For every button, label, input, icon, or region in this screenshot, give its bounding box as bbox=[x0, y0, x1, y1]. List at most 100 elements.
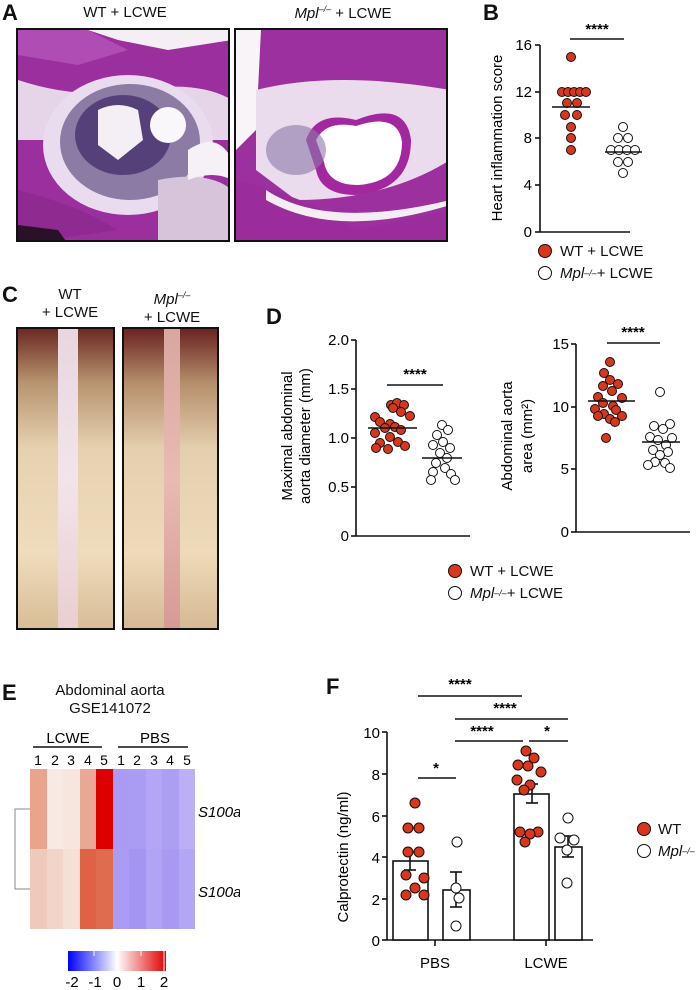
legend-marker-open-icon bbox=[538, 266, 552, 280]
histology-wt-illustration bbox=[18, 30, 228, 240]
column-numbers: 1 2 3 4 5 1 2 3 4 5 bbox=[34, 752, 191, 768]
legend-marker-filled-icon bbox=[538, 244, 552, 258]
svg-text:15: 15 bbox=[552, 336, 569, 353]
svg-text:****: **** bbox=[493, 700, 517, 717]
svg-text:0.5: 0.5 bbox=[328, 479, 349, 496]
svg-text:0: 0 bbox=[341, 528, 349, 545]
row-label-s100a8: S100a8 bbox=[198, 804, 240, 821]
svg-text:2: 2 bbox=[51, 752, 59, 768]
legend-marker-filled-icon bbox=[448, 564, 462, 578]
bars bbox=[392, 793, 583, 941]
svg-text:1: 1 bbox=[34, 752, 42, 768]
row-label-s100a9: S100a9 bbox=[198, 884, 240, 901]
svg-text:0: 0 bbox=[524, 224, 532, 241]
aorta-photo-wt bbox=[16, 327, 115, 630]
svg-text:0: 0 bbox=[113, 974, 121, 990]
wt-points bbox=[557, 52, 591, 155]
legend-item-wt: WT + LCWE bbox=[538, 240, 653, 262]
y-axis: 2.0 1.5 1.0 0.5 0 bbox=[328, 332, 470, 545]
legend-f: WT Mpl –/– bbox=[637, 818, 695, 862]
svg-text:6: 6 bbox=[372, 809, 380, 826]
histology-image-mpl bbox=[234, 28, 448, 242]
legend-item-wt: WT + LCWE bbox=[448, 560, 563, 582]
significance-labels: **** **** **** * * bbox=[433, 676, 550, 777]
legend-d: WT + LCWE Mpl –/– + LCWE bbox=[448, 560, 563, 604]
x-label-pbs: PBS bbox=[420, 955, 450, 972]
legend-item-mpl: Mpl –/– bbox=[637, 840, 695, 862]
chart-aorta-diameter: Maximal abdominal aorta diameter (mm) 2.… bbox=[279, 332, 470, 545]
svg-text:10: 10 bbox=[552, 399, 569, 416]
legend-marker-open-icon bbox=[448, 586, 462, 600]
y-axis-label-line2: area (mm²) bbox=[519, 399, 536, 473]
chart-aorta-area: Abdominal aorta area (mm²) 15 10 5 0 ***… bbox=[499, 324, 690, 541]
panel-label-d: D bbox=[266, 304, 282, 329]
svg-text:8: 8 bbox=[524, 130, 532, 147]
svg-text:*: * bbox=[433, 760, 439, 777]
legend-item-mpl: Mpl –/– + LCWE bbox=[538, 262, 653, 284]
svg-text:-2: -2 bbox=[65, 974, 78, 990]
svg-text:2: 2 bbox=[133, 752, 141, 768]
svg-text:0: 0 bbox=[372, 933, 380, 950]
heatmap: LCWE PBS 1 2 3 4 5 1 2 3 4 5 bbox=[14, 730, 240, 990]
y-axis: 16 12 8 4 0 bbox=[515, 37, 630, 241]
significance-stars: **** bbox=[403, 366, 427, 383]
heatmap-row-s100a8 bbox=[30, 769, 195, 849]
svg-text:5: 5 bbox=[561, 461, 569, 478]
mpl-points bbox=[450, 812, 580, 932]
panel-label-f: F bbox=[326, 674, 340, 699]
significance-stars: **** bbox=[621, 324, 645, 341]
svg-text:2: 2 bbox=[372, 892, 380, 909]
histology-mpl-illustration bbox=[236, 30, 446, 240]
bar-lcwe-wt bbox=[513, 793, 550, 941]
svg-text:2.0: 2.0 bbox=[328, 332, 349, 349]
y-axis-label: Heart inflammation score bbox=[489, 55, 506, 222]
svg-text:1: 1 bbox=[137, 974, 145, 990]
panel-c-caption-mpl: Mpl–/– + LCWE bbox=[143, 290, 201, 326]
legend-marker-filled-icon bbox=[637, 822, 651, 836]
mpl-points bbox=[606, 122, 640, 178]
y-axis-label: Calprotectin (ng/ml) bbox=[335, 792, 352, 923]
svg-text:5: 5 bbox=[100, 752, 108, 768]
chart-heart-inflammation: Heart inflammation score 16 12 8 4 0 ***… bbox=[489, 21, 642, 241]
significance-stars: **** bbox=[585, 21, 609, 38]
wt-points bbox=[400, 745, 547, 901]
svg-text:2: 2 bbox=[160, 974, 168, 990]
svg-text:1.0: 1.0 bbox=[328, 430, 349, 447]
histology-image-wt bbox=[16, 28, 230, 242]
svg-text:*: * bbox=[544, 723, 550, 740]
aorta-vessel-mpl bbox=[164, 329, 180, 628]
panel-label-e: E bbox=[2, 680, 17, 705]
mpl-points bbox=[426, 420, 460, 485]
svg-text:4: 4 bbox=[524, 177, 532, 194]
mpl-points bbox=[643, 387, 677, 473]
svg-text:3: 3 bbox=[150, 752, 158, 768]
svg-text:10: 10 bbox=[363, 725, 380, 742]
svg-text:4: 4 bbox=[84, 752, 92, 768]
svg-text:****: **** bbox=[470, 723, 494, 740]
y-axis-label-line1: Abdominal aorta bbox=[499, 381, 516, 491]
svg-text:4: 4 bbox=[372, 850, 380, 867]
dendrogram bbox=[14, 808, 30, 890]
panel-c-caption-wt: WT + LCWE bbox=[41, 286, 99, 321]
legend-item-wt: WT bbox=[637, 818, 695, 840]
aorta-vessel-wt bbox=[58, 329, 78, 628]
panel-label-a: A bbox=[2, 0, 18, 25]
heatmap-title: Abdominal aorta GSE141072 bbox=[55, 682, 165, 717]
group-label-lcwe: LCWE bbox=[46, 730, 89, 747]
svg-text:-1: -1 bbox=[88, 974, 101, 990]
panel-a-caption-mpl: Mpl–/– + LCWE bbox=[294, 4, 392, 22]
svg-text:3: 3 bbox=[67, 752, 75, 768]
y-axis-label-line2: aorta diameter (mm) bbox=[297, 368, 314, 504]
svg-text:5: 5 bbox=[183, 752, 191, 768]
legend-b: WT + LCWE Mpl –/– + LCWE bbox=[538, 240, 653, 284]
svg-text:4: 4 bbox=[166, 752, 174, 768]
svg-text:****: **** bbox=[448, 676, 472, 693]
x-label-lcwe: LCWE bbox=[524, 955, 567, 972]
svg-text:0: 0 bbox=[561, 524, 569, 541]
legend-item-mpl: Mpl –/– + LCWE bbox=[448, 582, 563, 604]
significance-bars bbox=[418, 695, 568, 779]
legend-marker-open-icon bbox=[637, 844, 651, 858]
wt-points bbox=[370, 398, 415, 454]
colorbar: -2 -1 0 1 2 bbox=[65, 951, 168, 990]
group-label-pbs: PBS bbox=[140, 730, 170, 747]
